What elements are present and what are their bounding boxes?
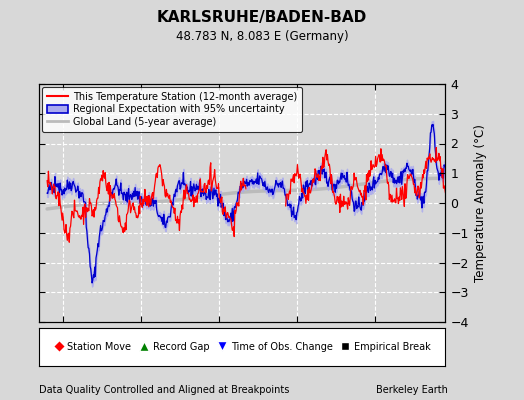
Text: 48.783 N, 8.083 E (Germany): 48.783 N, 8.083 E (Germany) xyxy=(176,30,348,43)
Legend: Station Move, Record Gap, Time of Obs. Change, Empirical Break: Station Move, Record Gap, Time of Obs. C… xyxy=(51,339,434,355)
Text: Berkeley Earth: Berkeley Earth xyxy=(376,385,448,395)
Text: Data Quality Controlled and Aligned at Breakpoints: Data Quality Controlled and Aligned at B… xyxy=(39,385,290,395)
Legend: This Temperature Station (12-month average), Regional Expectation with 95% uncer: This Temperature Station (12-month avera… xyxy=(42,87,302,132)
Y-axis label: Temperature Anomaly (°C): Temperature Anomaly (°C) xyxy=(474,124,487,282)
Text: KARLSRUHE/BADEN-BAD: KARLSRUHE/BADEN-BAD xyxy=(157,10,367,25)
